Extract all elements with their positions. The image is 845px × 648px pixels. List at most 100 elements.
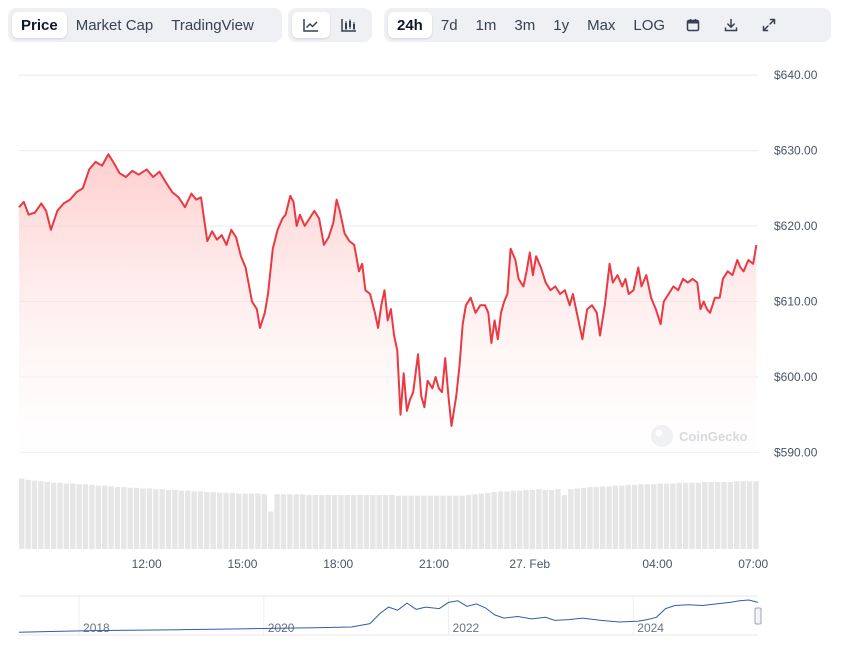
range-1m[interactable]: 1m bbox=[475, 16, 497, 34]
download-button[interactable] bbox=[712, 12, 750, 38]
volume-bar bbox=[280, 494, 287, 549]
volume-bar bbox=[587, 487, 593, 549]
volume-bar bbox=[657, 483, 663, 549]
volume-bar bbox=[625, 484, 631, 549]
volume-bar bbox=[472, 494, 478, 549]
volume-bar bbox=[267, 511, 274, 549]
volume-bar bbox=[319, 495, 325, 549]
range-24h[interactable]: 24h bbox=[388, 12, 432, 38]
volume-bar bbox=[670, 483, 676, 549]
expand-icon bbox=[762, 18, 776, 32]
range-navigator[interactable]: 2018 2020 2022 2024 bbox=[18, 595, 762, 636]
volume-bar bbox=[25, 479, 31, 549]
line-chart-button[interactable] bbox=[292, 12, 330, 38]
volume-bar bbox=[408, 495, 414, 549]
volume-bar bbox=[395, 495, 402, 549]
volume-bar bbox=[510, 490, 516, 549]
volume-bar bbox=[121, 487, 127, 549]
navigator-year-label: 2022 bbox=[453, 621, 480, 635]
volume-bar bbox=[197, 491, 204, 549]
volume-bar bbox=[248, 493, 255, 549]
volume-bar bbox=[542, 489, 548, 549]
range-1y[interactable]: 1y bbox=[553, 16, 570, 34]
volume-bar bbox=[548, 489, 555, 549]
volume-bar bbox=[287, 494, 293, 549]
volume-bar bbox=[382, 495, 389, 549]
volume-bar bbox=[421, 495, 427, 549]
volume-bar bbox=[497, 491, 504, 549]
volume-bar bbox=[714, 482, 721, 549]
volume-bar bbox=[529, 489, 536, 549]
volume-bar bbox=[229, 492, 236, 549]
volume-bar bbox=[734, 481, 740, 549]
volume-bar bbox=[370, 495, 376, 549]
volume-bar bbox=[108, 486, 114, 549]
tab-price[interactable]: Price bbox=[12, 12, 67, 38]
tab-market-cap[interactable]: Market Cap bbox=[75, 16, 154, 34]
volume-bar bbox=[536, 489, 542, 549]
volume-bar bbox=[433, 495, 440, 549]
volume-bar bbox=[216, 492, 223, 549]
volume-bar bbox=[593, 487, 599, 549]
y-tick-label: $620.00 bbox=[774, 219, 818, 233]
volume-bar bbox=[31, 480, 38, 549]
x-axis-labels: 12:00 15:00 18:00 21:00 27. Feb 04:00 07:00 bbox=[132, 557, 769, 571]
x-tick-label: 27. Feb bbox=[509, 557, 550, 571]
volume-bar bbox=[599, 486, 606, 549]
data-type-tabs: Price Market Cap TradingView bbox=[8, 8, 282, 42]
range-3m[interactable]: 3m bbox=[514, 16, 536, 34]
x-tick-label: 18:00 bbox=[323, 557, 353, 571]
navigator-year-label: 2024 bbox=[637, 621, 664, 635]
volume-bar bbox=[523, 489, 529, 549]
expand-button[interactable] bbox=[750, 12, 788, 38]
volume-bar bbox=[446, 495, 453, 549]
volume-bar bbox=[402, 495, 408, 549]
volume-bar bbox=[619, 485, 625, 549]
volume-bar bbox=[184, 490, 191, 549]
log-scale-toggle[interactable]: LOG bbox=[633, 16, 666, 34]
volume-bar bbox=[389, 495, 395, 549]
price-line bbox=[18, 153, 758, 427]
volume-bar bbox=[753, 481, 759, 549]
volume-bar bbox=[76, 484, 82, 549]
volume-bar bbox=[204, 492, 210, 549]
volume-bar bbox=[561, 495, 568, 549]
watermark-text: CoinGecko bbox=[679, 429, 748, 444]
volume-bar bbox=[172, 489, 178, 549]
navigator-line bbox=[18, 599, 759, 633]
volume-bar bbox=[357, 495, 363, 549]
volume-bar bbox=[44, 482, 50, 549]
navigator-handle[interactable] bbox=[754, 607, 762, 625]
volume-bar bbox=[676, 482, 682, 549]
volume-bar bbox=[274, 494, 280, 549]
tab-tradingview[interactable]: TradingView bbox=[171, 16, 254, 34]
volume-bar bbox=[57, 482, 63, 549]
chart-style-toggle bbox=[288, 8, 372, 42]
volume-bar bbox=[746, 481, 753, 549]
calendar-button[interactable] bbox=[674, 12, 712, 38]
range-7d[interactable]: 7d bbox=[440, 16, 458, 34]
volume-bar bbox=[153, 489, 159, 549]
volume-bar bbox=[478, 493, 485, 549]
volume-bar bbox=[350, 495, 357, 549]
x-tick-label: 07:00 bbox=[738, 557, 768, 571]
volume-bar bbox=[682, 482, 689, 549]
volume-bar bbox=[191, 491, 197, 549]
price-area bbox=[19, 154, 757, 461]
y-tick-label: $610.00 bbox=[774, 295, 818, 309]
volume-bar bbox=[606, 486, 612, 549]
volume-bar bbox=[740, 481, 746, 549]
volume-bar bbox=[465, 495, 472, 549]
candlestick-chart-button[interactable] bbox=[330, 12, 368, 38]
y-tick-label: $640.00 bbox=[774, 68, 818, 82]
volume-bar bbox=[261, 494, 267, 549]
volume-bar bbox=[580, 487, 587, 549]
volume-bar bbox=[612, 485, 619, 549]
range-max[interactable]: Max bbox=[587, 16, 616, 34]
volume-bar bbox=[159, 489, 165, 549]
volume-bar bbox=[568, 489, 574, 549]
volume-bar bbox=[133, 487, 140, 549]
chart-toolbar: Price Market Cap TradingView 24h 7d 1m 3… bbox=[8, 8, 831, 42]
volume-bar bbox=[331, 495, 338, 549]
